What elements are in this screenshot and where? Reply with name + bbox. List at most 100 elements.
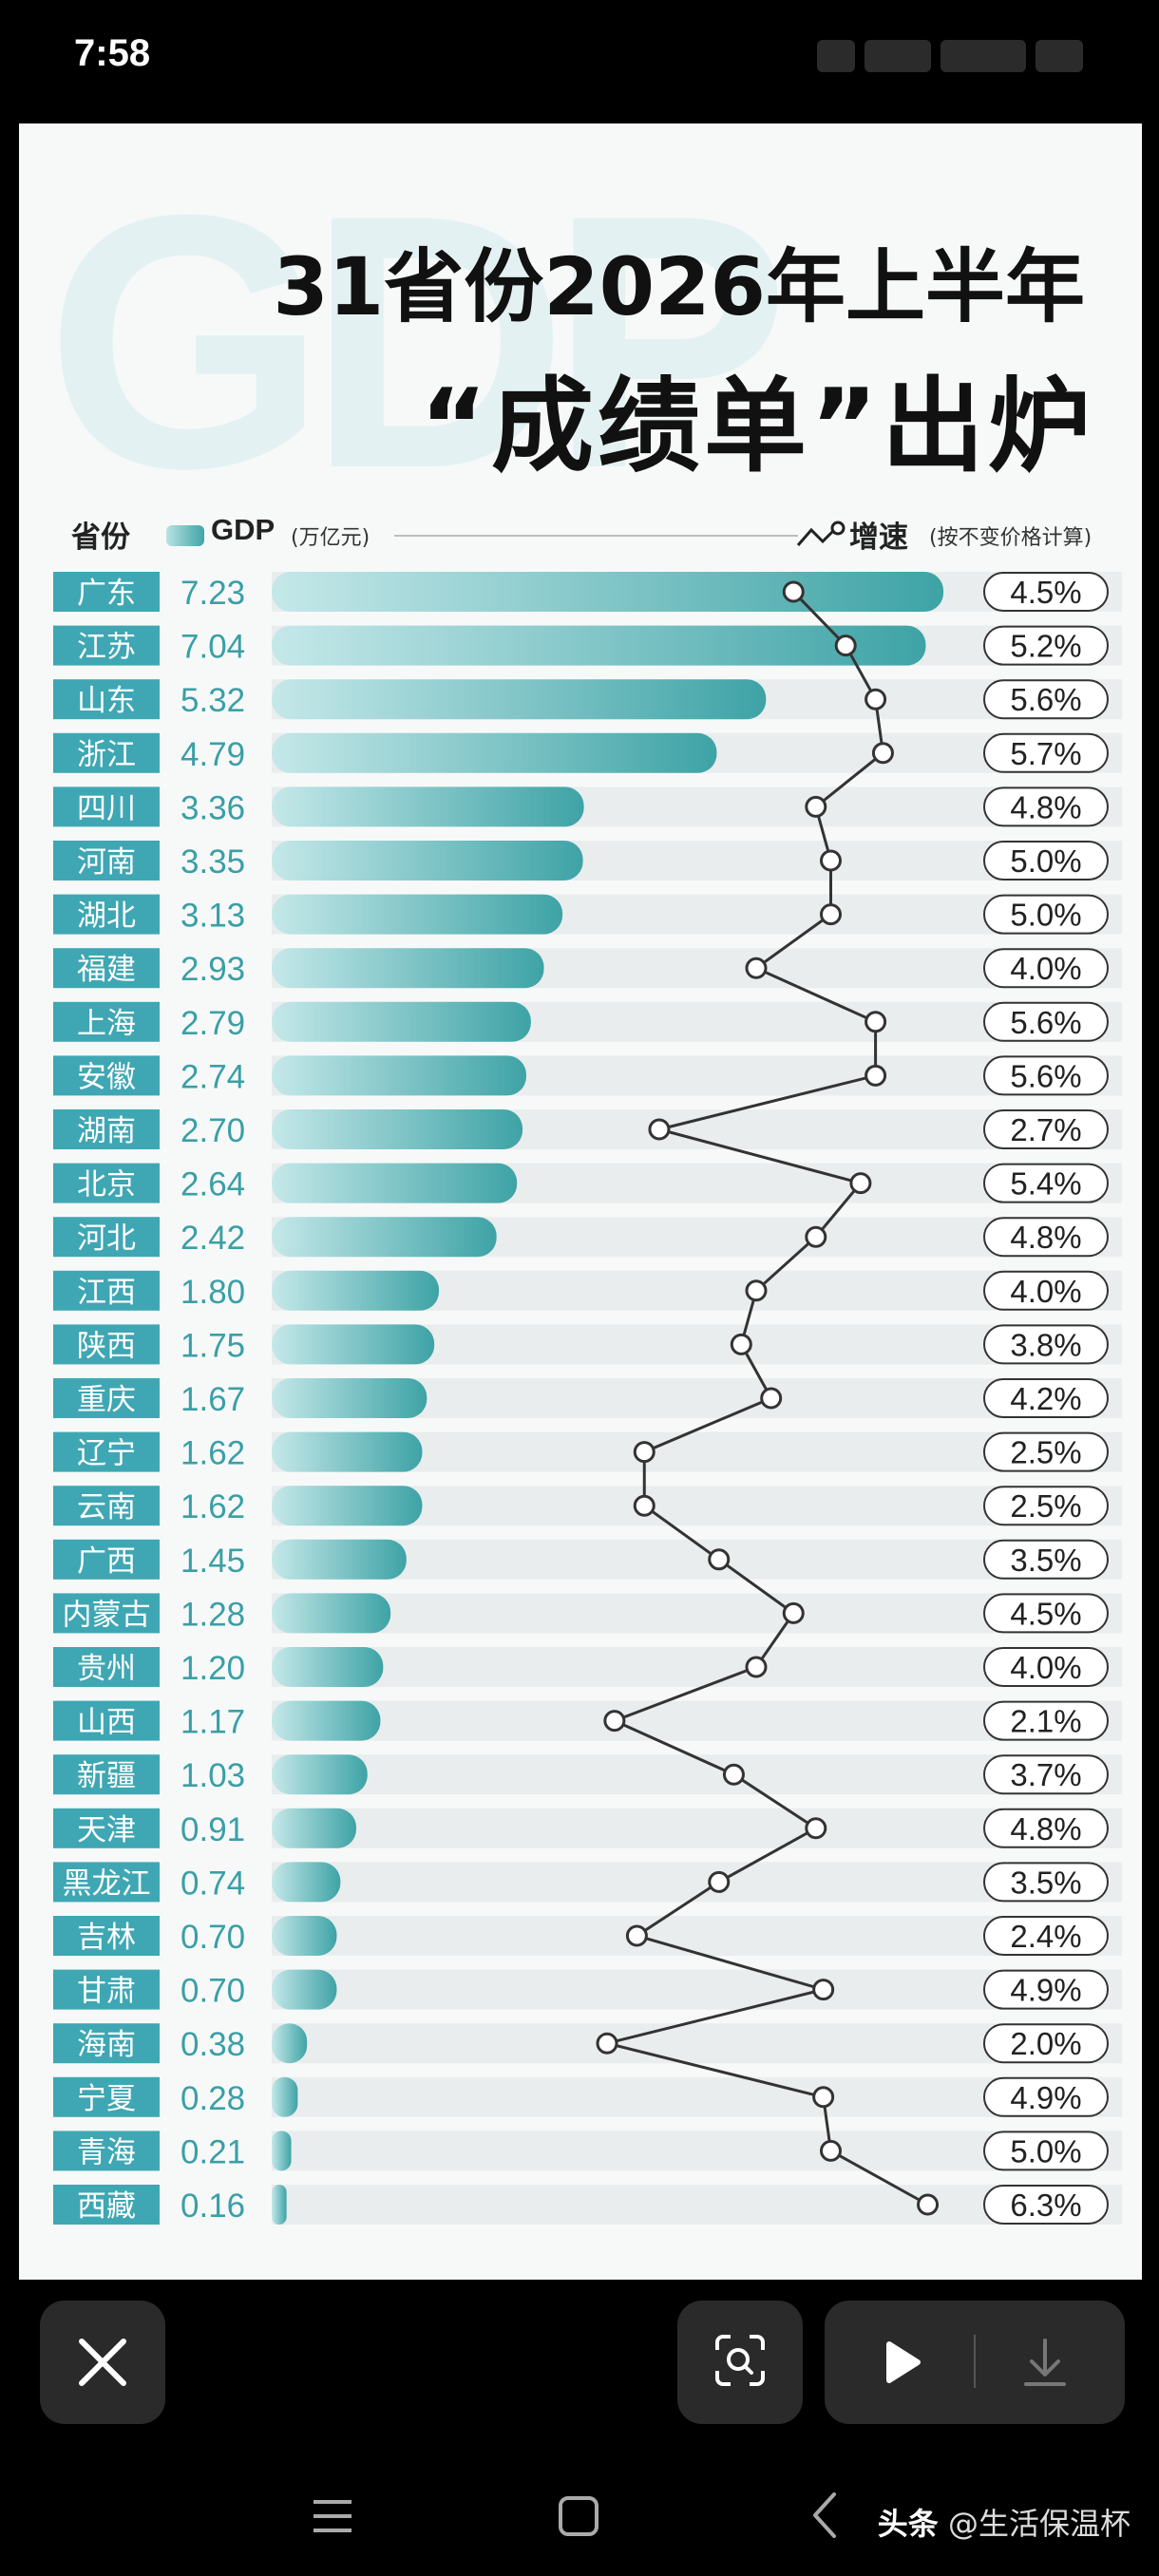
gdp-bar [272, 1539, 407, 1580]
gdp-bar [272, 2023, 308, 2064]
province-label: 广西 [77, 1544, 136, 1579]
gdp-bar [272, 1916, 337, 1956]
growth-point [625, 1924, 648, 1947]
growth-pill [983, 1431, 1109, 1472]
growth-point [805, 1817, 827, 1840]
growth-value-label: 4.9% [1010, 2080, 1081, 2115]
gdp-bar [272, 786, 584, 827]
province-label: 天津 [77, 1813, 136, 1847]
province-label: 江苏 [77, 631, 136, 665]
growth-pill [983, 2023, 1109, 2064]
growth-point [871, 742, 894, 765]
gdp-bar [272, 1593, 391, 1634]
province-label: 新疆 [77, 1759, 136, 1793]
growth-value-label: 4.2% [1010, 1381, 1081, 1416]
gdp-value-label: 0.70 [180, 1919, 245, 1956]
growth-pill [983, 1593, 1109, 1634]
province-label-box [53, 1486, 160, 1526]
gdp-bar [272, 1001, 531, 1042]
download-icon[interactable] [1024, 2339, 1066, 2386]
home-icon[interactable] [555, 2492, 604, 2542]
growth-value-label: 4.8% [1010, 1220, 1081, 1255]
province-label-box [53, 894, 160, 935]
growth-point [812, 2086, 835, 2109]
province-label: 重庆 [77, 1383, 136, 1417]
gdp-bar [272, 1700, 381, 1741]
province-label: 北京 [77, 1168, 136, 1203]
province-label: 浙江 [77, 738, 136, 772]
gdp-bar [272, 1378, 428, 1418]
source-user: @生活保温杯 [947, 2506, 1130, 2542]
growth-pill [983, 2076, 1109, 2117]
gdp-value-label: 1.03 [180, 1757, 245, 1794]
gdp-value-label: 0.38 [180, 2026, 245, 2063]
province-label: 辽宁 [77, 1437, 136, 1471]
growth-pill [983, 841, 1109, 881]
growth-point [633, 1441, 656, 1464]
province-label-box [53, 1808, 160, 1848]
growth-value-label: 5.0% [1010, 2133, 1081, 2169]
growth-pill [983, 1862, 1109, 1903]
gdp-bar [272, 572, 944, 612]
growth-pill [983, 1055, 1109, 1096]
menu-icon[interactable] [306, 2492, 359, 2540]
growth-value-label: 4.5% [1010, 575, 1081, 610]
legend-gdp-swatch [166, 525, 204, 546]
gdp-bar [272, 1647, 384, 1687]
growth-line-icon [796, 521, 846, 546]
gdp-bar [272, 894, 563, 935]
province-label: 贵州 [77, 1652, 136, 1686]
province-label-box [53, 1378, 160, 1418]
province-label-box [53, 1754, 160, 1795]
gdp-value-label: 1.67 [180, 1381, 245, 1418]
province-label: 吉林 [77, 1921, 136, 1955]
gdp-value-label: 2.70 [180, 1112, 245, 1149]
province-label: 河北 [77, 1222, 136, 1256]
growth-value-label: 4.0% [1010, 1274, 1081, 1309]
growth-pill [983, 1163, 1109, 1203]
growth-pill [983, 1270, 1109, 1311]
legend-gdp-unit: (万亿元) [291, 526, 370, 550]
title-line-2: “成绩单”出炉 [420, 368, 1094, 486]
province-label: 安徽 [77, 1060, 136, 1094]
image-search-button[interactable] [677, 2301, 803, 2424]
play-icon[interactable] [886, 2341, 921, 2383]
legend-growth: 增速 [849, 521, 908, 555]
growth-pill [983, 1001, 1109, 1042]
growth-point [603, 1710, 626, 1733]
growth-point [745, 957, 768, 979]
gdp-value-label: 4.79 [180, 736, 245, 773]
title-line-1: 31省份2026年上半年 [273, 240, 1085, 333]
growth-value-label: 6.3% [1010, 2188, 1081, 2223]
growth-point [760, 1387, 783, 1410]
growth-point [708, 1548, 731, 1571]
gdp-value-label: 2.79 [180, 1005, 245, 1042]
bar-track [272, 1700, 1122, 1741]
province-label: 湖南 [77, 1114, 136, 1148]
province-label-box [53, 786, 160, 827]
growth-pill [983, 2185, 1109, 2225]
legend-gdp: GDP [211, 513, 276, 546]
province-label: 福建 [77, 953, 136, 987]
scan-icon [715, 2335, 765, 2386]
growth-value-label: 4.5% [1010, 1596, 1081, 1631]
close-button[interactable] [40, 2301, 165, 2424]
growth-point [820, 2139, 842, 2162]
province-label: 青海 [77, 2135, 136, 2169]
status-bar: 7:58 [0, 0, 1159, 123]
province-label-box [53, 1055, 160, 1096]
growth-point [805, 795, 827, 818]
province-label: 西藏 [77, 2189, 136, 2224]
toolbar-divider [974, 2335, 976, 2388]
status-time: 7:58 [74, 32, 151, 74]
growth-value-label: 3.8% [1010, 1327, 1081, 1362]
growth-value-label: 5.7% [1010, 736, 1081, 771]
bar-track [272, 2023, 1122, 2064]
gdp-bar [272, 948, 544, 989]
growth-pill [983, 572, 1109, 612]
growth-point [730, 1333, 752, 1355]
growth-value-label: 4.9% [1010, 1973, 1081, 2008]
growth-point [864, 1011, 887, 1033]
province-label-box [53, 948, 160, 989]
back-icon[interactable] [806, 2487, 844, 2544]
